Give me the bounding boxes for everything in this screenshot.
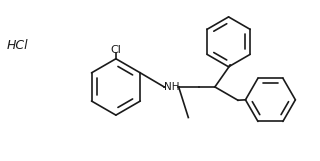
Text: Cl: Cl <box>110 45 121 55</box>
Text: NH: NH <box>164 82 179 92</box>
Text: HCl: HCl <box>7 39 28 52</box>
